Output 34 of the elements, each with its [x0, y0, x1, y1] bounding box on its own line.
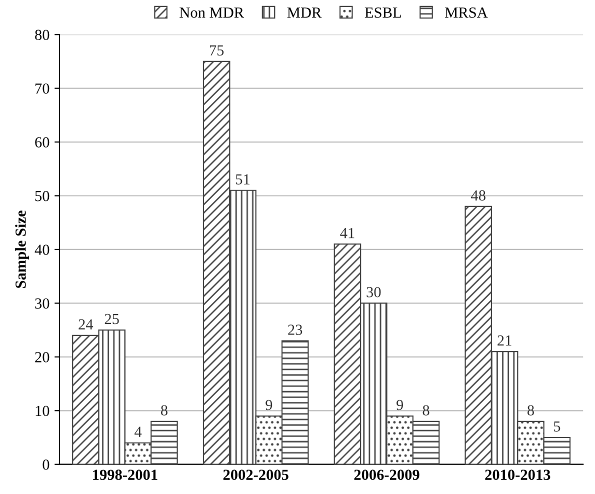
data-label: 5 [554, 421, 560, 432]
data-label: 24 [78, 319, 94, 330]
data-label: 23 [288, 324, 302, 335]
y-tick-label: 40 [34, 244, 50, 255]
y-tick-label: 20 [35, 352, 50, 362]
y-tick-label: 10 [36, 406, 50, 416]
data-label: 8 [528, 405, 534, 416]
y-tick-label: 70 [36, 83, 50, 94]
y-tick-label: 80 [35, 30, 50, 40]
legend-label: MDR [287, 8, 322, 18]
y-axis-title: Sample Size [15, 210, 29, 288]
y-tick-label: 30 [35, 298, 50, 309]
x-tick-label: 2006-2009 [354, 470, 420, 480]
y-tick-label: 50 [35, 190, 50, 202]
data-label: 41 [340, 228, 354, 238]
data-label: 8 [422, 405, 430, 416]
y-tick-label: 0 [42, 460, 50, 470]
data-label: 9 [266, 400, 272, 410]
x-tick-label: 1998-2001 [93, 470, 158, 480]
legend-label: Non MDR [180, 8, 244, 18]
data-label: 48 [471, 190, 486, 201]
legend-label: ESBL [364, 7, 401, 18]
y-tick-label: 60 [35, 137, 50, 148]
x-tick-label: 2010-2013 [485, 470, 550, 480]
legend-label: MRSA [445, 7, 488, 18]
data-label: 9 [396, 400, 404, 410]
data-label: 75 [210, 45, 224, 56]
data-label: 4 [134, 426, 142, 437]
data-label: 8 [160, 405, 168, 416]
x-tick-label: 2002-2005 [223, 470, 288, 480]
data-label: 21 [498, 335, 512, 346]
data-label: 30 [366, 287, 381, 298]
data-label: 25 [104, 314, 119, 324]
data-label: 51 [236, 174, 250, 184]
